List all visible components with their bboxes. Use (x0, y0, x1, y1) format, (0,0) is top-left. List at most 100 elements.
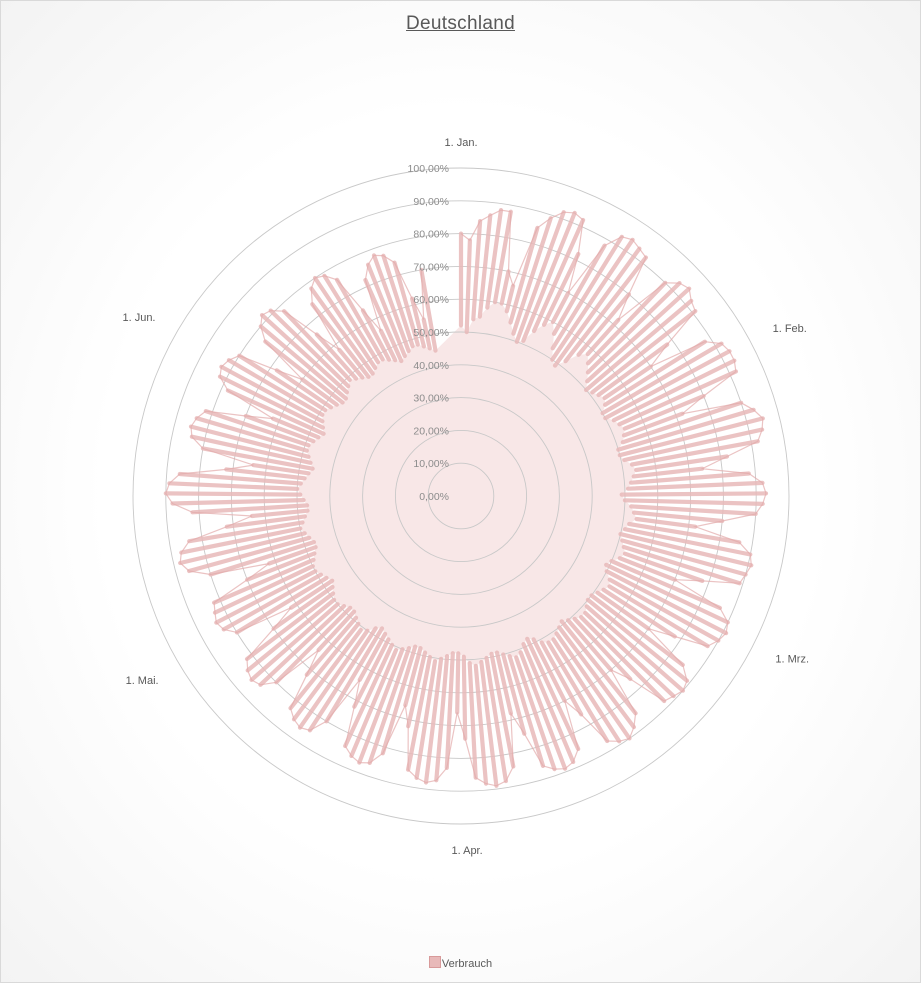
series-point-169 (363, 277, 404, 364)
series-point-113 (274, 605, 353, 685)
series-point-37 (616, 407, 756, 452)
series-point-78 (525, 636, 581, 752)
grid-circle-3 (362, 397, 560, 595)
series-point-31 (603, 349, 732, 421)
series-point-88 (473, 663, 489, 786)
series-point-99 (380, 644, 418, 756)
series-point-106 (324, 626, 385, 724)
series-point-2 (471, 219, 483, 322)
series-point-133 (249, 508, 310, 519)
series-point-153 (274, 368, 334, 410)
series-point-95 (414, 659, 438, 781)
series-point-139 (224, 467, 307, 481)
series-point-4 (485, 208, 504, 310)
series-point-57 (609, 558, 723, 611)
series-point-65 (585, 597, 690, 683)
series-point-125 (245, 551, 317, 582)
series-point-61 (607, 584, 710, 649)
series-point-24 (585, 286, 692, 384)
series-point-41 (634, 454, 730, 473)
series-point-142 (189, 434, 313, 465)
series-point-70 (565, 618, 614, 673)
series-point-59 (604, 569, 729, 636)
series-point-3 (477, 213, 493, 319)
series-point-118 (271, 584, 335, 631)
category-label-3: 1. Apr. (451, 845, 482, 857)
series-point-108 (297, 628, 370, 730)
series-point-121 (221, 572, 323, 632)
series-point-147 (270, 416, 321, 440)
series-point-134 (190, 503, 310, 515)
series-point-66 (584, 604, 686, 693)
r-tick-label-3: 30,00% (413, 393, 449, 405)
series-point-46 (622, 498, 765, 506)
series-point-1 (464, 238, 472, 335)
series-point-151 (226, 358, 325, 417)
series-point-87 (479, 659, 499, 788)
series-point-135 (170, 498, 306, 506)
series-point-124 (212, 557, 316, 605)
series-point-155 (263, 339, 345, 405)
series-point-162 (310, 302, 371, 379)
r-tick-label-10: 100,00% (408, 163, 449, 175)
series-point-9 (511, 216, 553, 336)
series-point-100 (367, 645, 412, 766)
series-point-52 (618, 531, 754, 568)
category-label-4: 1. Mai. (126, 675, 159, 687)
r-tick-label-5: 50,00% (413, 327, 449, 339)
r-tick-label-6: 60,00% (413, 294, 449, 306)
series-point-40 (629, 439, 760, 467)
series-point-159 (282, 309, 352, 382)
series-point-146 (243, 413, 316, 444)
series-point-92 (444, 651, 455, 771)
series-point-44 (625, 480, 765, 491)
r-tick-label-1: 10,00% (413, 458, 449, 470)
series-point-94 (423, 656, 444, 785)
series-point-170 (366, 262, 407, 359)
series-point-55 (622, 551, 705, 584)
series-point-141 (200, 446, 315, 471)
series-point-12 (531, 217, 586, 334)
series-point-104 (352, 637, 391, 709)
series-point-111 (304, 615, 359, 677)
series-point-110 (288, 621, 361, 711)
series-point-25 (583, 298, 694, 393)
grid-circle-9 (165, 200, 757, 792)
series-point-152 (237, 353, 328, 413)
series-point-140 (251, 463, 311, 476)
category-label-5: 1. Jun. (122, 312, 155, 324)
series-point-54 (621, 544, 742, 586)
series-point-11 (521, 210, 577, 343)
series-point-117 (244, 591, 336, 662)
series-point-131 (187, 520, 305, 544)
series-point-85 (489, 651, 516, 769)
series-point-154 (300, 377, 339, 407)
series-point-26 (590, 309, 698, 395)
series-point-45 (619, 491, 769, 497)
series-point-5 (492, 209, 513, 305)
series-point-157 (259, 313, 349, 395)
series-point-48 (631, 510, 725, 524)
grid-circle-1 (427, 462, 495, 530)
series-area-fill (297, 302, 637, 666)
series-point-74 (551, 637, 622, 744)
series-point-114 (258, 603, 347, 687)
series-point-122 (214, 569, 318, 625)
series-point-38 (617, 416, 765, 458)
r-tick-label-9: 90,00% (413, 196, 449, 208)
series-point-27 (596, 342, 670, 398)
series-point-144 (194, 416, 309, 453)
series-point-51 (622, 527, 753, 557)
series-point-148 (225, 388, 326, 436)
series-point-81 (514, 655, 557, 772)
series-line-verbrauch (165, 209, 767, 787)
series-point-82 (507, 653, 546, 769)
series-point-18 (552, 246, 642, 368)
category-label-0: 1. Jan. (444, 137, 477, 149)
series-point-67 (583, 610, 676, 699)
series-point-50 (627, 521, 742, 545)
series-point-91 (455, 651, 461, 715)
series-point-20 (576, 292, 632, 357)
series-point-15 (551, 243, 607, 336)
